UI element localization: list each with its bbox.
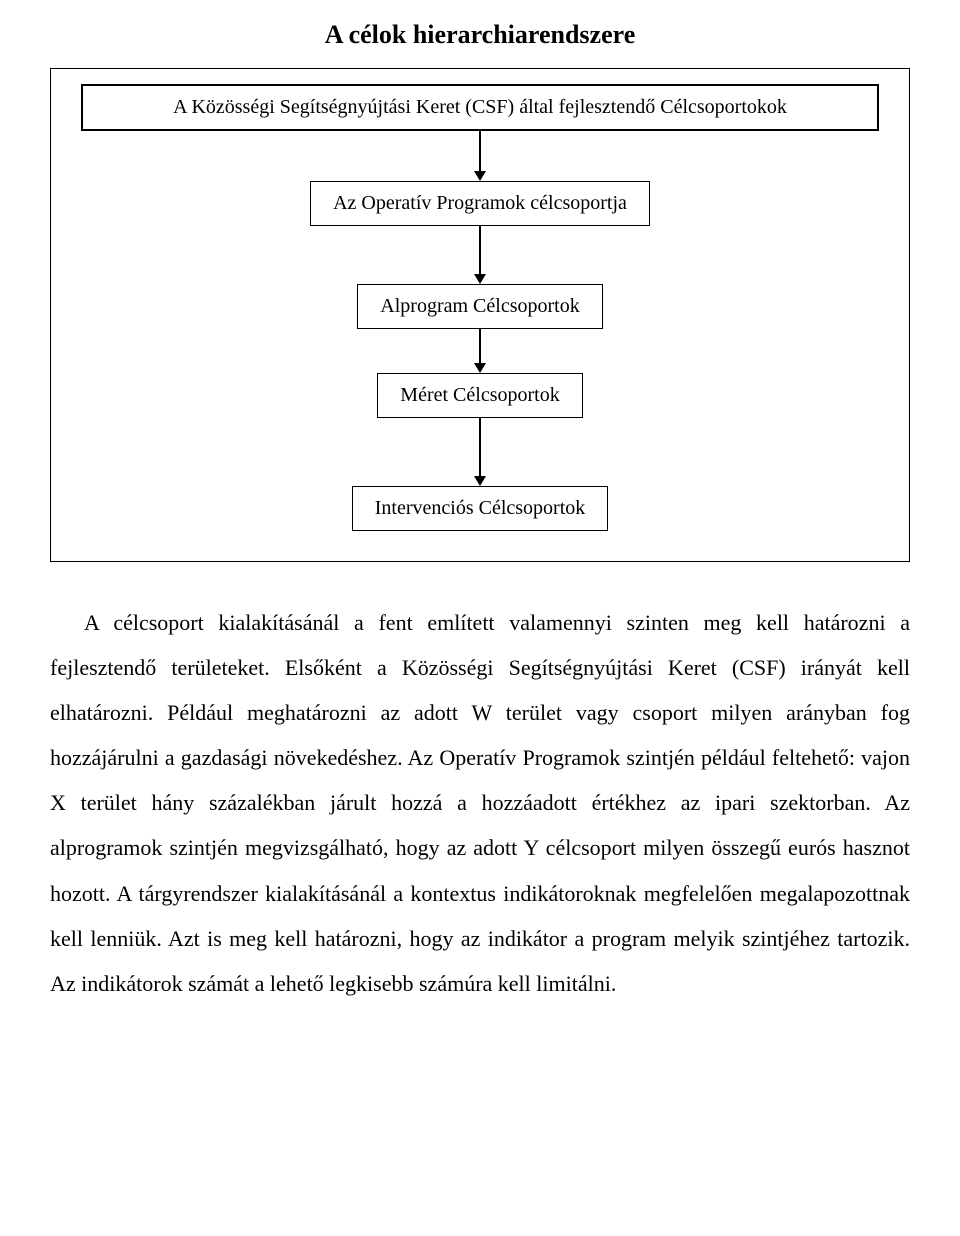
- flow-node: Méret Célcsoportok: [377, 373, 582, 418]
- diagram-container: A Közösségi Segítségnyújtási Keret (CSF)…: [50, 68, 910, 562]
- flow-node: Az Operatív Programok célcsoportja: [310, 181, 650, 226]
- flow-arrow: [474, 131, 486, 181]
- body-paragraph: A célcsoport kialakításánál a fent említ…: [50, 600, 910, 1006]
- flow-arrow: [474, 226, 486, 284]
- flowchart: A Közösségi Segítségnyújtási Keret (CSF)…: [81, 84, 879, 531]
- flow-arrow: [474, 329, 486, 373]
- flow-node: Intervenciós Célcsoportok: [352, 486, 609, 531]
- page-title: A célok hierarchiarendszere: [50, 20, 910, 50]
- paragraph-text: A célcsoport kialakításánál a fent említ…: [50, 600, 910, 1006]
- flow-node: A Közösségi Segítségnyújtási Keret (CSF)…: [81, 84, 879, 131]
- flow-node: Alprogram Célcsoportok: [357, 284, 602, 329]
- flow-arrow: [474, 418, 486, 486]
